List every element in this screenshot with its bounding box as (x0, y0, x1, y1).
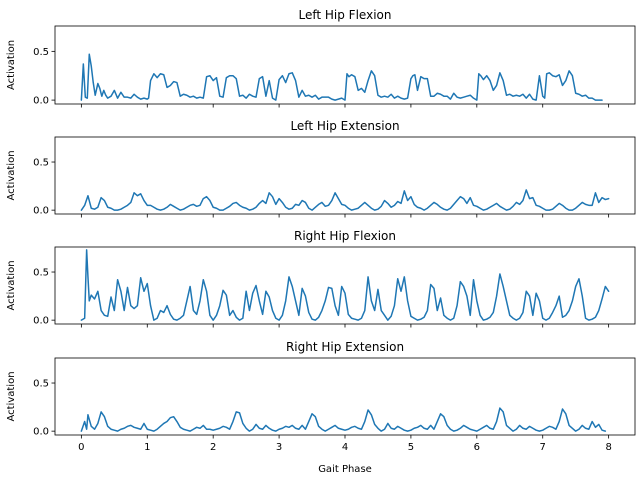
x-tick-label: 3 (276, 442, 282, 453)
y-axis-label: Activation (6, 371, 17, 421)
y-axis-label: Activation (6, 40, 17, 90)
panel-title: Right Hip Flexion (294, 229, 396, 243)
series-line (80, 53, 603, 101)
axes-frame (54, 357, 636, 436)
panel-2: Left Hip Extension 0.0 0.5 Activation (6, 119, 636, 218)
panel-4: Right Hip Extension 0.0 0.5 Activation 0 1 2 3 4… (6, 340, 636, 453)
y-axis-label: Activation (6, 150, 17, 200)
y-tick-label: 0.0 (33, 96, 49, 107)
axes-frame (54, 136, 636, 215)
panel-title: Right Hip Extension (286, 340, 404, 354)
series-line (80, 189, 610, 211)
y-tick-label: 0.5 (33, 158, 49, 169)
y-tick-label: 0.5 (33, 379, 49, 390)
panel-1: Left Hip Flexion 0.0 0.5 Activation (6, 8, 636, 108)
y-tick-label: 0.0 (33, 427, 49, 438)
y-axis-label: Activation (6, 260, 17, 310)
panel-title: Left Hip Flexion (299, 8, 392, 22)
x-tick-label: 1 (144, 442, 150, 453)
y-tick-label: 0.5 (33, 268, 49, 279)
x-tick-label: 0 (78, 442, 84, 453)
series-line (80, 249, 610, 321)
series-line (80, 407, 607, 432)
x-axis-label: Gait Phase (318, 464, 372, 475)
x-tick-label: 8 (605, 442, 611, 453)
y-tick-label: 0.5 (33, 47, 49, 58)
panel-title: Left Hip Extension (290, 119, 399, 133)
x-tick-label: 6 (474, 442, 480, 453)
x-tick-label: 4 (342, 442, 348, 453)
panel-3: Right Hip Flexion 0.0 0.5 Activation (6, 229, 636, 328)
x-tick-label: 2 (210, 442, 216, 453)
x-tick-label: 5 (408, 442, 414, 453)
y-tick-label: 0.0 (33, 316, 49, 327)
x-tick-label: 7 (540, 442, 546, 453)
y-tick-label: 0.0 (33, 206, 49, 217)
